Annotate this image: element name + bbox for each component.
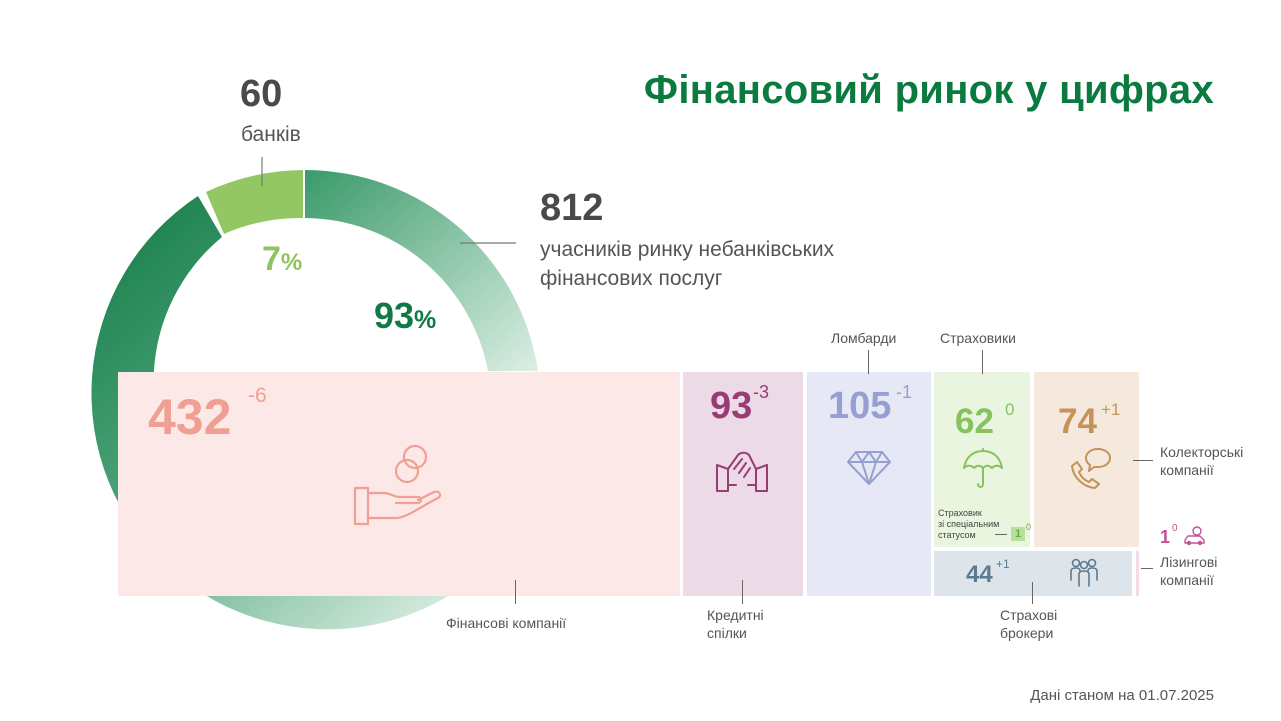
banks-share: 7% — [262, 240, 303, 278]
people-icon — [1070, 558, 1098, 587]
brokers-change: +1 — [996, 557, 1010, 571]
special-insurer-count: 1 — [1011, 527, 1025, 541]
pawn-label: Ломбарди — [831, 330, 897, 346]
credit-label: Кредитні спілки — [707, 607, 764, 641]
nonbank-arc-top — [305, 170, 538, 371]
special-insurer-change: 0 — [1026, 522, 1032, 532]
banks-label: банків — [241, 123, 301, 146]
finance-change: -6 — [248, 384, 267, 407]
insurers-label: Страховики — [940, 330, 1016, 346]
credit-leader — [742, 580, 743, 604]
leasing-count: 1 — [1160, 527, 1171, 547]
nonbank-share: 93% — [374, 295, 437, 336]
insurers-count: 62 — [955, 402, 994, 441]
special-insurer-label: Страховик зі спеціальним статусом — [938, 508, 1000, 540]
special-insurer-leader — [995, 534, 1007, 535]
finance-label: Фінансові компанії — [446, 615, 567, 631]
page-title: Фінансовий ринок у цифрах — [643, 68, 1214, 112]
data-date-footnote: Дані станом на 01.07.2025 — [1030, 687, 1214, 704]
banks-arc — [206, 170, 303, 234]
insurers-leader — [982, 350, 983, 374]
nonbank-count: 812 — [540, 187, 604, 229]
collectors-change: +1 — [1101, 400, 1121, 419]
banks-count: 60 — [240, 73, 283, 115]
collectors-leader — [1133, 460, 1153, 461]
finance-leader — [515, 580, 516, 604]
tile-insurance-brokers — [934, 551, 1132, 596]
brokers-count: 44 — [966, 561, 993, 588]
umbrella-icon — [963, 448, 1003, 488]
diamond-icon — [847, 451, 891, 485]
pawn-leader — [868, 350, 869, 374]
leasing-change: 0 — [1172, 523, 1178, 534]
tile-credit-unions — [683, 372, 803, 596]
leasing-leader — [1141, 568, 1153, 569]
pawn-count: 105 — [828, 385, 892, 427]
tile-leasing — [1136, 551, 1139, 596]
tile-insurers — [934, 372, 1030, 547]
insurers-change: 0 — [1005, 400, 1015, 419]
credit-change: -3 — [753, 382, 770, 402]
collectors-count: 74 — [1058, 402, 1097, 441]
pawn-change: -1 — [896, 382, 913, 402]
phone-chat-icon — [1071, 448, 1111, 489]
brokers-leader — [1032, 582, 1033, 604]
leasing-label: Лізингові компанії — [1160, 554, 1218, 588]
car-money-icon — [1184, 526, 1205, 546]
handshake-icon — [716, 451, 768, 492]
credit-count: 93 — [710, 385, 753, 427]
nonbank-label: учасників ринку небанківських фінансових… — [540, 238, 835, 291]
finance-count: 432 — [148, 389, 232, 445]
hand-coins-icon — [353, 444, 442, 526]
collectors-label: Колекторські компанії — [1160, 444, 1244, 478]
tile-finance-companies — [118, 372, 680, 596]
brokers-label: Страхові брокери — [1000, 607, 1058, 641]
